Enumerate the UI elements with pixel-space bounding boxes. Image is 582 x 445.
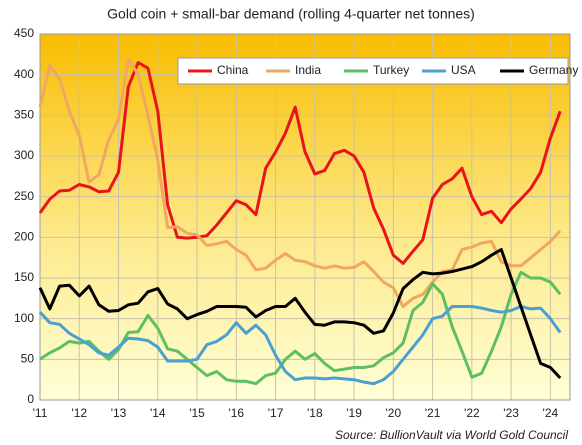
series-line: [38, 61, 562, 265]
legend-label: China: [217, 63, 249, 77]
legend-label: India: [295, 63, 321, 77]
chart-title: Gold coin + small-bar demand (rolling 4-…: [107, 6, 475, 22]
source: Source: BullionVault via World Gold Coun…: [335, 428, 568, 442]
y-tick-label: 0: [27, 392, 34, 406]
y-tick-label: 150: [14, 270, 34, 284]
plot-border: [39, 33, 571, 401]
x-tick-label: '16: [228, 406, 244, 420]
y-tick-label: 50: [21, 352, 35, 366]
x-tick-label: '21: [425, 406, 441, 420]
x-tick-label: '15: [189, 406, 205, 420]
y-tick-label: 400: [14, 67, 34, 81]
series-line: [38, 248, 562, 380]
x-tick-label: '20: [386, 406, 402, 420]
legend-label: USA: [451, 63, 476, 77]
x-tick-label: '13: [111, 406, 127, 420]
x-tick-label: '19: [346, 406, 362, 420]
y-tick-label: 450: [14, 26, 34, 40]
x-tick-label: '14: [150, 406, 166, 420]
series-line: [38, 305, 562, 386]
x-tick-label: '22: [464, 406, 480, 420]
x-tick-label: '18: [307, 406, 323, 420]
x-tick-label: '12: [71, 406, 87, 420]
series-line: [38, 56, 562, 308]
legend-label: Turkey: [373, 63, 409, 77]
x-tick-label: '23: [503, 406, 519, 420]
y-tick-label: 350: [14, 108, 34, 122]
y-tick-label: 300: [14, 148, 34, 162]
y-tick-label: 200: [14, 230, 34, 244]
y-tick-label: 250: [14, 189, 34, 203]
legend-label: Germany: [529, 63, 578, 77]
x-tick-label: '24: [543, 406, 559, 420]
x-tick-label: '17: [268, 406, 284, 420]
legend: China India Turkey USA Germany: [177, 57, 578, 85]
y-tick-label: 100: [14, 311, 34, 325]
series-line: [39, 270, 562, 386]
x-tick-label: '11: [33, 406, 48, 420]
